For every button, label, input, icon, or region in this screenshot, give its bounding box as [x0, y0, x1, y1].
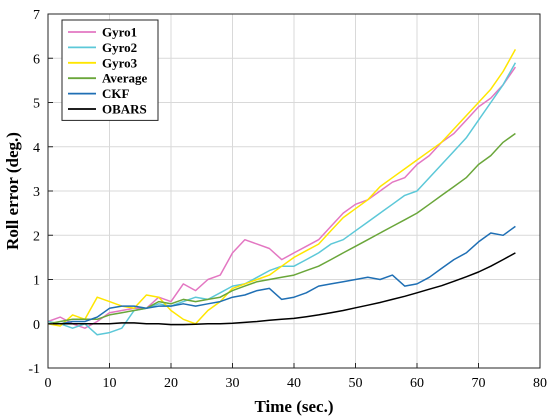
series-line-average	[47, 132, 516, 325]
y-tick-label: 7	[33, 8, 40, 23]
x-axis-title: Time (sec.)	[255, 397, 334, 416]
y-tick-label: 3	[33, 185, 40, 200]
legend-box	[61, 19, 159, 121]
x-tick-label: 80	[533, 376, 547, 391]
legend-label-gyro1: Gyro1	[102, 25, 137, 40]
x-tick-label: 40	[287, 376, 301, 391]
legend-label-gyro2: Gyro2	[102, 40, 137, 55]
y-axis-title: Roll error (deg.)	[3, 132, 22, 250]
x-tick-label: 20	[164, 376, 178, 391]
x-tick-label: 0	[45, 376, 52, 391]
axis-ticks: 0 10 20 30 40 50 60 70 80 -1 0 1 2 3 4 5 6 7	[28, 8, 547, 391]
y-tick-label: 2	[33, 229, 40, 244]
y-tick-label: 1	[33, 274, 40, 289]
series-line-gyro1	[47, 66, 517, 329]
series-layer	[47, 49, 517, 336]
x-tick-label: 30	[226, 376, 240, 391]
legend-label-ckf: CKF	[102, 86, 130, 101]
y-tick-label: 6	[33, 52, 40, 67]
series-line-obars	[48, 252, 516, 326]
y-tick-label: 5	[33, 97, 40, 112]
y-tick-label: 4	[33, 141, 40, 156]
x-tick-label: 10	[103, 376, 117, 391]
x-tick-label: 50	[349, 376, 363, 391]
legend-label-gyro3: Gyro3	[102, 55, 138, 70]
y-tick-label: 0	[33, 318, 40, 333]
y-tick-label: -1	[28, 362, 40, 377]
x-tick-label: 60	[410, 376, 424, 391]
x-tick-label: 70	[472, 376, 486, 391]
legend-label-average: Average	[102, 71, 147, 86]
series-line-ckf	[48, 225, 516, 325]
legend-label-obars: OBARS	[102, 102, 147, 117]
